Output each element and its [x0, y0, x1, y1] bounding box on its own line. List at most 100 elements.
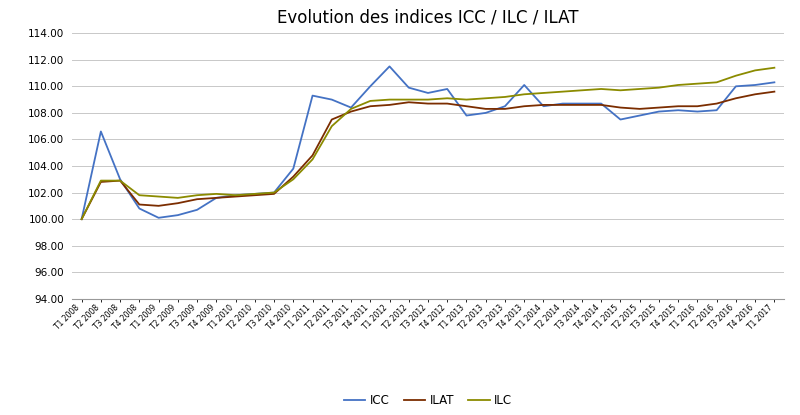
ILAT — [115, 178, 125, 183]
ICC — [616, 117, 626, 122]
Line: ICC: ICC — [82, 66, 774, 219]
ILAT — [442, 101, 452, 106]
ILC — [96, 178, 106, 183]
ILC — [134, 193, 144, 198]
ICC — [750, 83, 760, 88]
ILAT — [770, 89, 779, 94]
ILAT — [462, 104, 471, 109]
ILC — [173, 195, 182, 200]
ILAT — [538, 103, 548, 107]
ICC — [115, 177, 125, 182]
ILAT — [596, 103, 606, 107]
ILAT — [173, 201, 182, 206]
ILC — [674, 83, 683, 88]
ICC — [192, 208, 202, 212]
ILAT — [635, 106, 645, 111]
ILC — [404, 97, 414, 102]
ICC — [134, 206, 144, 211]
ILAT — [134, 202, 144, 207]
ILAT — [481, 106, 490, 111]
ICC — [654, 109, 664, 114]
ILC — [770, 65, 779, 70]
ICC — [462, 113, 471, 118]
ILC — [308, 157, 318, 162]
ICC — [423, 90, 433, 95]
Line: ILC: ILC — [82, 68, 774, 219]
ILAT — [404, 100, 414, 105]
ILC — [442, 96, 452, 101]
ILAT — [154, 203, 163, 208]
ILC — [230, 193, 240, 198]
ILAT — [616, 105, 626, 110]
ILC — [750, 68, 760, 73]
ICC — [96, 129, 106, 134]
ICC — [712, 108, 722, 113]
ILC — [519, 92, 529, 97]
ILAT — [712, 101, 722, 106]
ILAT — [654, 105, 664, 110]
ICC — [211, 195, 221, 200]
ILAT — [577, 103, 586, 107]
ILC — [654, 85, 664, 90]
ILAT — [346, 109, 356, 114]
ILC — [596, 86, 606, 91]
ILAT — [385, 103, 394, 107]
ICC — [289, 166, 298, 171]
ILC — [500, 95, 510, 100]
ICC — [327, 97, 337, 102]
ILC — [635, 86, 645, 91]
ILC — [538, 90, 548, 95]
ILC — [211, 191, 221, 196]
ICC — [770, 80, 779, 85]
ILC — [385, 97, 394, 102]
ICC — [154, 215, 163, 220]
ICC — [538, 104, 548, 109]
Line: ILAT: ILAT — [82, 92, 774, 219]
ILC — [270, 190, 279, 195]
ILAT — [693, 104, 702, 109]
ILC — [481, 96, 490, 101]
ILAT — [77, 217, 86, 222]
ILAT — [230, 194, 240, 199]
ILC — [77, 217, 86, 222]
ILAT — [500, 106, 510, 111]
ICC — [230, 193, 240, 198]
ILAT — [731, 96, 741, 101]
ICC — [442, 86, 452, 91]
ICC — [693, 109, 702, 114]
ILC — [346, 106, 356, 111]
ICC — [385, 64, 394, 69]
ICC — [346, 105, 356, 110]
ICC — [481, 110, 490, 115]
ICC — [77, 217, 86, 222]
ICC — [270, 190, 279, 195]
ILAT — [211, 195, 221, 200]
ILAT — [366, 104, 375, 109]
ILC — [250, 191, 260, 196]
ILC — [289, 177, 298, 182]
Legend: ICC, ILAT, ILC: ICC, ILAT, ILC — [339, 390, 517, 412]
Title: Evolution des indices ICC / ILC / ILAT: Evolution des indices ICC / ILC / ILAT — [278, 8, 578, 26]
ICC — [366, 84, 375, 89]
ILAT — [327, 117, 337, 122]
ILAT — [192, 197, 202, 202]
ILAT — [558, 103, 567, 107]
ICC — [308, 93, 318, 98]
ILC — [558, 89, 567, 94]
ILAT — [96, 179, 106, 184]
ILC — [693, 81, 702, 86]
ILAT — [674, 104, 683, 109]
ILC — [423, 97, 433, 102]
ILAT — [270, 191, 279, 196]
ICC — [519, 83, 529, 88]
ILAT — [308, 153, 318, 158]
ICC — [635, 113, 645, 118]
ILAT — [519, 104, 529, 109]
ICC — [173, 212, 182, 217]
ICC — [500, 104, 510, 109]
ILC — [115, 178, 125, 183]
ILC — [327, 124, 337, 129]
ILC — [192, 193, 202, 198]
ILAT — [423, 101, 433, 106]
ILC — [616, 88, 626, 93]
